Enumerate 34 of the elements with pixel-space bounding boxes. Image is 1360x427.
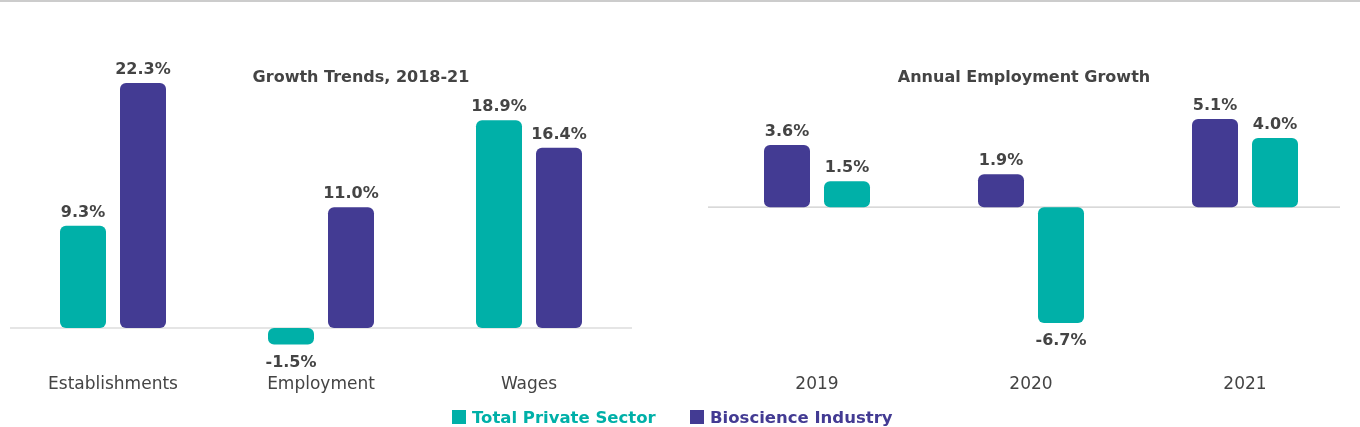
bar	[764, 144, 810, 208]
x-tick-label: Establishments	[48, 373, 179, 393]
x-tick-label: 2020	[1009, 373, 1053, 393]
bar	[268, 328, 314, 345]
bar	[1192, 119, 1238, 208]
data-label: 16.4%	[531, 123, 587, 143]
legend-label: Bioscience Industry	[710, 408, 893, 427]
data-label: 5.1%	[1192, 95, 1238, 114]
x-tick-label: 2019	[795, 373, 839, 393]
data-label: 18.9%	[471, 96, 527, 116]
data-label: 22.3%	[115, 59, 171, 78]
x-tick-label: 2021	[1223, 373, 1267, 393]
bar	[978, 174, 1024, 208]
x-tick-label: Wages	[500, 373, 558, 393]
bar	[60, 225, 106, 329]
chart-title: Growth Trends, 2018-21	[252, 67, 470, 86]
data-label: 4.0%	[1252, 114, 1298, 134]
bar	[476, 120, 522, 329]
legend-label: Total Private Sector	[472, 408, 657, 427]
data-label: 1.5%	[824, 157, 870, 177]
bar	[1038, 207, 1084, 323]
bar	[824, 181, 870, 208]
data-label: 11.0%	[323, 183, 379, 203]
chart-title: Annual Employment Growth	[897, 67, 1151, 86]
bar	[536, 147, 582, 329]
bar	[328, 207, 374, 329]
data-label: 1.9%	[978, 150, 1024, 170]
data-label: 9.3%	[60, 201, 106, 221]
data-label: -1.5%	[265, 351, 317, 371]
x-tick-label: Employment	[267, 373, 376, 393]
bar	[120, 83, 166, 329]
data-label: -6.7%	[1035, 330, 1087, 349]
bar	[1252, 138, 1298, 208]
data-label: 3.6%	[764, 120, 810, 140]
